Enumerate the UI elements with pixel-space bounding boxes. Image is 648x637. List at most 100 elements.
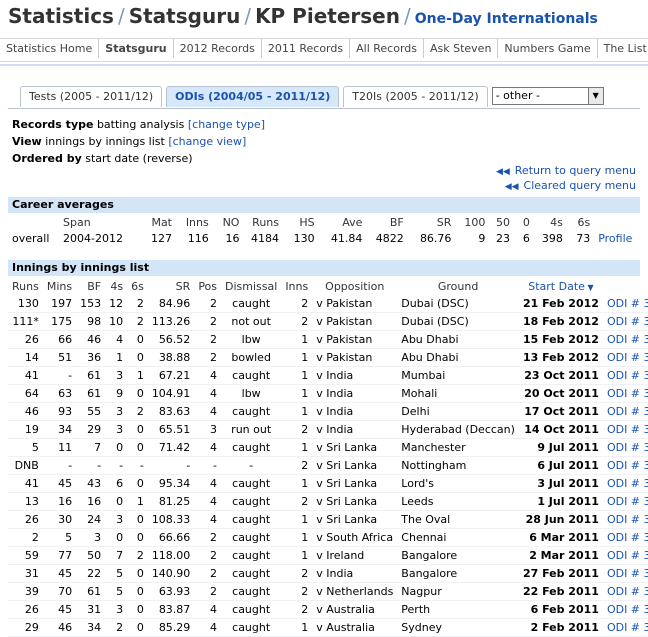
return-to-query-link[interactable]: Return to query menu	[514, 164, 636, 177]
nav-item[interactable]: 2011 Records	[262, 39, 351, 58]
table-cell: 6	[105, 474, 128, 493]
column-header: Inns	[285, 280, 309, 293]
table-cell: 2	[127, 546, 148, 565]
tab-t20is[interactable]: T20Is (2005 - 2011/12)	[343, 86, 488, 107]
table-cell: 2	[194, 528, 222, 547]
table-cell: 3	[194, 420, 222, 439]
match-link[interactable]: ODI # 3094	[602, 618, 648, 637]
top-nav: Statistics Home Statsguru 2012 Records 2011…	[0, 38, 648, 62]
table-cell: caught	[221, 492, 282, 511]
table-cell: caught	[221, 295, 282, 313]
match-link[interactable]: ODI # 3114	[602, 546, 648, 565]
table-cell: 7	[105, 546, 128, 565]
nav-item[interactable]: 2012 Records	[174, 39, 262, 58]
chevron-down-icon[interactable]: ▼	[587, 88, 603, 104]
table-cell: 3	[105, 366, 128, 385]
table-cell: 95.34	[147, 474, 195, 493]
table-cell: 29	[76, 420, 106, 439]
match-link[interactable]: ODI # 3247	[602, 295, 648, 313]
start-date-cell: 23 Oct 2011	[518, 366, 603, 385]
table-cell: 3	[105, 420, 128, 439]
table-cell: 34	[76, 618, 106, 637]
match-link[interactable]: ODI # 3110	[602, 564, 648, 583]
match-link[interactable]: ODI # 3207	[602, 366, 648, 385]
table-cell: 153	[76, 295, 106, 313]
match-link[interactable]: ODI # 3205	[602, 384, 648, 403]
match-link[interactable]: ODI # 3238	[602, 348, 648, 367]
query-links: ◀◀ Return to query menu ◀◀ Cleared query m…	[496, 164, 636, 194]
start-date-cell: 27 Feb 2011	[518, 564, 603, 583]
table-cell: caught	[221, 564, 282, 583]
match-link[interactable]: ODI # 3170	[602, 438, 648, 457]
table-cell: 9	[478, 232, 486, 245]
table-cell: Mohali	[397, 384, 519, 403]
column-header[interactable]: Start Date ▼	[528, 280, 594, 293]
nav-item[interactable]: The List	[598, 39, 648, 58]
sort-desc-icon[interactable]: ▼	[584, 283, 594, 292]
change-type-link[interactable]: [change type]	[187, 118, 265, 131]
table-cell: 77	[42, 546, 77, 565]
table-cell: Chennai	[397, 528, 519, 547]
table-cell: 0	[127, 438, 148, 457]
match-link[interactable]: ODI # 3169	[602, 456, 648, 475]
nav-item[interactable]: Numbers Game	[498, 39, 598, 58]
table-row: 14 51 36 1 0 38.88 2 bowled 1 v Pakistan Abu Dhabi…	[8, 348, 648, 367]
match-link[interactable]: ODI # 3104	[602, 582, 648, 601]
table-cell: 0	[127, 618, 148, 637]
nav-item[interactable]: Statsguru	[99, 39, 174, 58]
column-header: Ave	[342, 215, 363, 229]
table-cell: 4	[194, 384, 222, 403]
table-cell: 83.63	[147, 402, 195, 421]
profile-link[interactable]: Profile	[598, 232, 633, 245]
match-link[interactable]: ODI # 3243	[602, 312, 648, 331]
match-link[interactable]: ODI # 3199	[602, 420, 648, 439]
match-link[interactable]: ODI # 3165	[602, 510, 648, 529]
table-cell: 10	[105, 312, 128, 331]
other-format-select[interactable]: - other - ▼	[491, 87, 604, 105]
table-cell: 63	[42, 384, 77, 403]
column-header: 6s	[577, 215, 591, 229]
match-link[interactable]: ODI # 3240	[602, 330, 648, 349]
column-header: NO	[222, 215, 240, 229]
table-cell: 1	[281, 330, 313, 349]
records-type-value: batting analysis	[96, 118, 185, 131]
change-view-link[interactable]: [change view]	[168, 135, 247, 148]
nav-item[interactable]: All Records	[350, 39, 424, 58]
table-cell: v Sri Lanka	[312, 438, 398, 457]
table-cell: Dubai (DSC)	[397, 295, 519, 313]
match-link[interactable]: ODI # 3201	[602, 402, 648, 421]
table-row: 26 66 46 4 0 56.52 2 lbw 1 v Pakistan Abu Dhabi 15 …	[8, 330, 648, 349]
table-header-row: Runs Mins BF 4s 6s SR Pos Dismissal Inns Oppositi…	[8, 278, 648, 295]
nav-item[interactable]: Ask Steven	[424, 39, 499, 58]
table-cell: -	[76, 456, 106, 475]
breadcrumb-statistics[interactable]: Statistics	[8, 4, 114, 28]
table-cell: 66	[42, 330, 77, 349]
table-cell: 29	[8, 618, 43, 637]
tab-tests[interactable]: Tests (2005 - 2011/12)	[20, 86, 163, 107]
table-cell: 4822	[375, 232, 404, 245]
table-cell: 70	[42, 582, 77, 601]
table-cell: Sydney	[397, 618, 519, 637]
table-cell: 4	[194, 600, 222, 619]
match-link[interactable]: ODI # 3168	[602, 474, 648, 493]
match-link[interactable]: ODI # 3098	[602, 600, 648, 619]
column-header: 0	[522, 215, 530, 229]
table-cell: 116	[187, 232, 209, 245]
breadcrumb-statsguru[interactable]: Statsguru	[128, 4, 241, 28]
table-cell: Dubai (DSC)	[397, 312, 519, 331]
column-header: Mins	[46, 280, 73, 293]
start-date-cell: 21 Feb 2012	[518, 295, 603, 313]
tab-odis[interactable]: ODIs (2004/05 - 2011/12)	[166, 86, 340, 107]
cleared-query-link[interactable]: Cleared query menu	[523, 179, 636, 192]
table-cell: 34	[42, 420, 77, 439]
table-cell: 46	[8, 402, 43, 421]
table-cell: v India	[312, 564, 398, 583]
table-cell: 140.90	[147, 564, 195, 583]
table-row: 26 45 31 3 0 83.87 4 caught 2 v Australia Perth 6 F…	[8, 600, 648, 619]
match-link[interactable]: ODI # 3120	[602, 528, 648, 547]
rewind-icon: ◀◀	[495, 167, 510, 177]
nav-item[interactable]: Statistics Home	[0, 39, 100, 58]
table-cell: 39	[8, 582, 43, 601]
table-cell: 1	[281, 618, 313, 637]
